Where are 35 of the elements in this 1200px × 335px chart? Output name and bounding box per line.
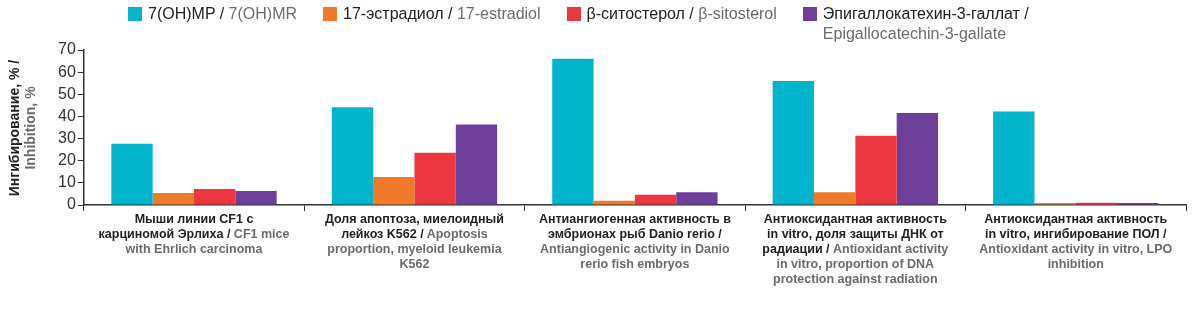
bar [814, 192, 856, 205]
y-tick-label: 0 [66, 195, 76, 213]
x-tick-label: Мыши линии CF1 с карциномой Эрлиха / CF1 mice with Ehrlich carcinoma [98, 212, 290, 256]
bar [634, 194, 677, 205]
bar [552, 58, 594, 205]
y-tick-label: 40 [58, 106, 76, 124]
y-tick-label: 10 [58, 173, 76, 191]
bar [455, 124, 498, 205]
bar [676, 192, 718, 205]
bar [373, 177, 415, 205]
bar [194, 189, 236, 205]
bar [772, 81, 815, 205]
bar [855, 135, 897, 205]
legend-label: 17-эстрадиол / 17-estradiol [343, 5, 541, 22]
x-tick-label: Доля апоптоза, миелоидный лейкоз K562 / Apoptosis proportion, myeloid leukemia K562 [324, 212, 504, 271]
y-tick-label: 20 [58, 151, 76, 169]
bar [896, 113, 938, 205]
y-axis-title: Ингибирование, % / Inhibition, % [6, 59, 38, 197]
x-tick-label: Антиоксидантная активность in vitro, доля защиты ДНК от радиации / Antioxidant activity in vitro, proportion of DNA protection against radiation [762, 212, 949, 286]
x-tick-label: Антиангиогенная активность в эмбрионах рыб Danio rerio / Antiangiogenic activity in Danio rerio fish embryos [538, 212, 731, 271]
bar [235, 191, 277, 205]
bar [331, 107, 374, 205]
x-tick-label: Антиоксидантная активность in vitro, ингибирование ПОЛ / Antioxidant activity in vitro, LPO inhibition [979, 212, 1173, 271]
bar [414, 152, 456, 205]
legend-label: β-ситостерол / β-sitosterol [586, 5, 777, 22]
y-tick-label: 50 [58, 84, 76, 102]
bar [593, 200, 635, 205]
y-tick-label: 60 [58, 62, 76, 80]
y-tick-label: 70 [58, 40, 76, 58]
y-tick-label: 30 [58, 128, 76, 146]
legend-label: 7(OH)MP / 7(OH)MR [148, 5, 298, 22]
legend-label: Эпигаллокатехин-3-галлат / Epigallocatechin-3-gallate [822, 5, 1029, 42]
bar [993, 111, 1035, 205]
bar [152, 193, 195, 205]
bar [111, 143, 153, 205]
